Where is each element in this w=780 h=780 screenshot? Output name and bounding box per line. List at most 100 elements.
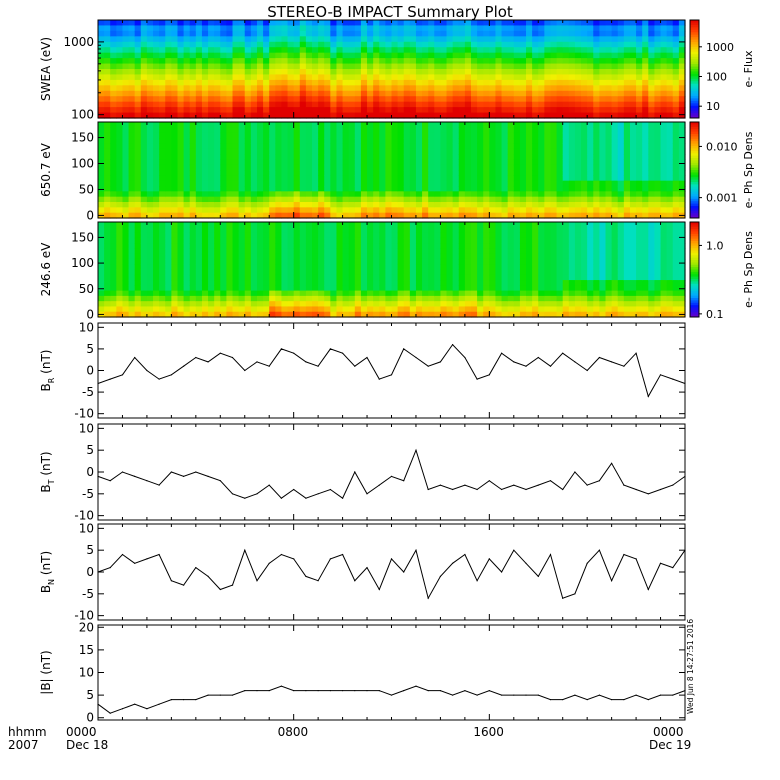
spectrogram-cell bbox=[201, 143, 209, 150]
spectrogram-cell bbox=[256, 154, 264, 160]
spectrogram-cell bbox=[440, 175, 448, 182]
spectrogram-cell bbox=[238, 164, 246, 171]
spectrogram-cell bbox=[128, 232, 136, 239]
colorbar-segment bbox=[690, 215, 699, 219]
spectrogram-cell bbox=[428, 90, 435, 97]
spectrogram-cell bbox=[385, 306, 393, 313]
spectrogram-cell bbox=[483, 243, 490, 249]
spectrogram-cell bbox=[391, 159, 399, 166]
spectrogram-cell bbox=[281, 295, 289, 302]
spectrogram-cell bbox=[165, 63, 172, 70]
spectrogram-cell bbox=[379, 112, 386, 119]
spectrogram-cell bbox=[391, 253, 399, 260]
spectrogram-cell bbox=[391, 25, 399, 32]
spectrogram-cell bbox=[183, 52, 191, 59]
spectrogram-cell bbox=[409, 96, 417, 103]
spectrogram-cell bbox=[470, 285, 478, 292]
spectrogram-cell bbox=[208, 159, 215, 166]
spectrogram-cell bbox=[495, 222, 503, 228]
spectrogram-cell bbox=[422, 253, 429, 260]
spectrogram-cell bbox=[226, 180, 234, 187]
spectrogram-cell bbox=[324, 170, 331, 176]
spectrogram-cell bbox=[483, 25, 490, 32]
spectrogram-cell bbox=[214, 58, 221, 65]
spectrogram-cell bbox=[269, 143, 276, 150]
spectrogram-cell bbox=[177, 159, 185, 166]
spectrogram-cell bbox=[501, 274, 509, 281]
spectrogram-cell bbox=[330, 295, 338, 302]
spectrogram-cell bbox=[538, 132, 545, 139]
spectrogram-cell bbox=[617, 41, 625, 48]
spectrogram-cell bbox=[336, 143, 344, 150]
spectrogram-cell bbox=[605, 25, 613, 32]
spectrogram-cell bbox=[122, 138, 130, 144]
spectrogram-cell bbox=[299, 41, 307, 48]
spectrogram-cell bbox=[391, 36, 399, 43]
spectrogram-cell bbox=[116, 20, 124, 27]
spectrogram-cell bbox=[293, 101, 301, 108]
spectrogram-cell bbox=[201, 191, 209, 198]
spectrogram-cell bbox=[263, 41, 270, 48]
spectrogram-cell bbox=[140, 227, 148, 234]
spectrogram-cell bbox=[611, 148, 619, 155]
spectrogram-cell bbox=[140, 175, 148, 182]
spectrogram-cell bbox=[220, 186, 227, 192]
spectrogram-cell bbox=[379, 101, 386, 108]
spectrogram-cell bbox=[623, 47, 631, 54]
spectrogram-cell bbox=[146, 122, 154, 128]
spectrogram-cell bbox=[464, 25, 472, 32]
spectrogram-cell bbox=[556, 63, 564, 70]
spectrogram-cell bbox=[305, 132, 313, 139]
y-axis-label: SWEA (eV) bbox=[39, 37, 53, 101]
spectrogram-cell bbox=[660, 148, 668, 155]
spectrogram-cell bbox=[183, 101, 191, 108]
spectrogram-cell bbox=[146, 186, 154, 192]
spectrogram-cell bbox=[140, 52, 148, 59]
spectrogram-cell bbox=[318, 127, 325, 134]
spectrogram-cell bbox=[654, 175, 662, 182]
spectrogram-cell bbox=[360, 52, 368, 59]
spectrogram-cell bbox=[177, 127, 185, 134]
spectrogram-cell bbox=[489, 58, 497, 65]
spectrogram-cell bbox=[220, 107, 227, 114]
spectrogram-cell bbox=[568, 175, 576, 182]
spectrogram-cell bbox=[348, 36, 356, 43]
colorbar-segment bbox=[690, 73, 699, 77]
spectrogram-cell bbox=[501, 175, 509, 182]
spectrogram-cell bbox=[208, 138, 215, 144]
spectrogram-cell bbox=[550, 132, 558, 139]
spectrogram-cell bbox=[495, 79, 503, 86]
spectrogram-cell bbox=[287, 20, 295, 27]
spectrogram-cell bbox=[318, 253, 325, 260]
spectrogram-cell bbox=[495, 196, 503, 203]
spectrogram-cell bbox=[122, 196, 130, 203]
spectrogram-cell bbox=[128, 243, 136, 249]
spectrogram-cell bbox=[495, 243, 503, 249]
spectrogram-cell bbox=[226, 212, 234, 219]
spectrogram-cell bbox=[140, 159, 148, 166]
spectrogram-cell bbox=[110, 285, 117, 292]
spectrogram-cell bbox=[269, 232, 276, 239]
spectrogram-cell bbox=[324, 63, 331, 70]
spectrogram-cell bbox=[226, 96, 234, 103]
spectrogram-cell bbox=[122, 74, 130, 81]
spectrogram-cell bbox=[183, 36, 191, 43]
spectrogram-cell bbox=[477, 132, 484, 139]
spectrogram-cell bbox=[415, 280, 423, 286]
spectrogram-cell bbox=[104, 159, 111, 166]
spectrogram-cell bbox=[587, 36, 594, 43]
spectrogram-cell bbox=[464, 122, 472, 128]
spectrogram-cell bbox=[232, 191, 240, 198]
spectrogram-cell bbox=[629, 112, 637, 119]
spectrogram-cell bbox=[617, 101, 625, 108]
spectrogram-cell bbox=[636, 96, 643, 103]
spectrogram-cell bbox=[214, 237, 221, 244]
spectrogram-cell bbox=[171, 41, 179, 48]
spectrogram-cell bbox=[134, 191, 142, 198]
spectrogram-cell bbox=[281, 164, 289, 171]
spectrogram-cell bbox=[379, 20, 386, 27]
spectrogram-cell bbox=[128, 295, 136, 302]
spectrogram-cell bbox=[128, 25, 136, 32]
colorbar-segment bbox=[690, 153, 699, 157]
spectrogram-cell bbox=[599, 127, 607, 134]
